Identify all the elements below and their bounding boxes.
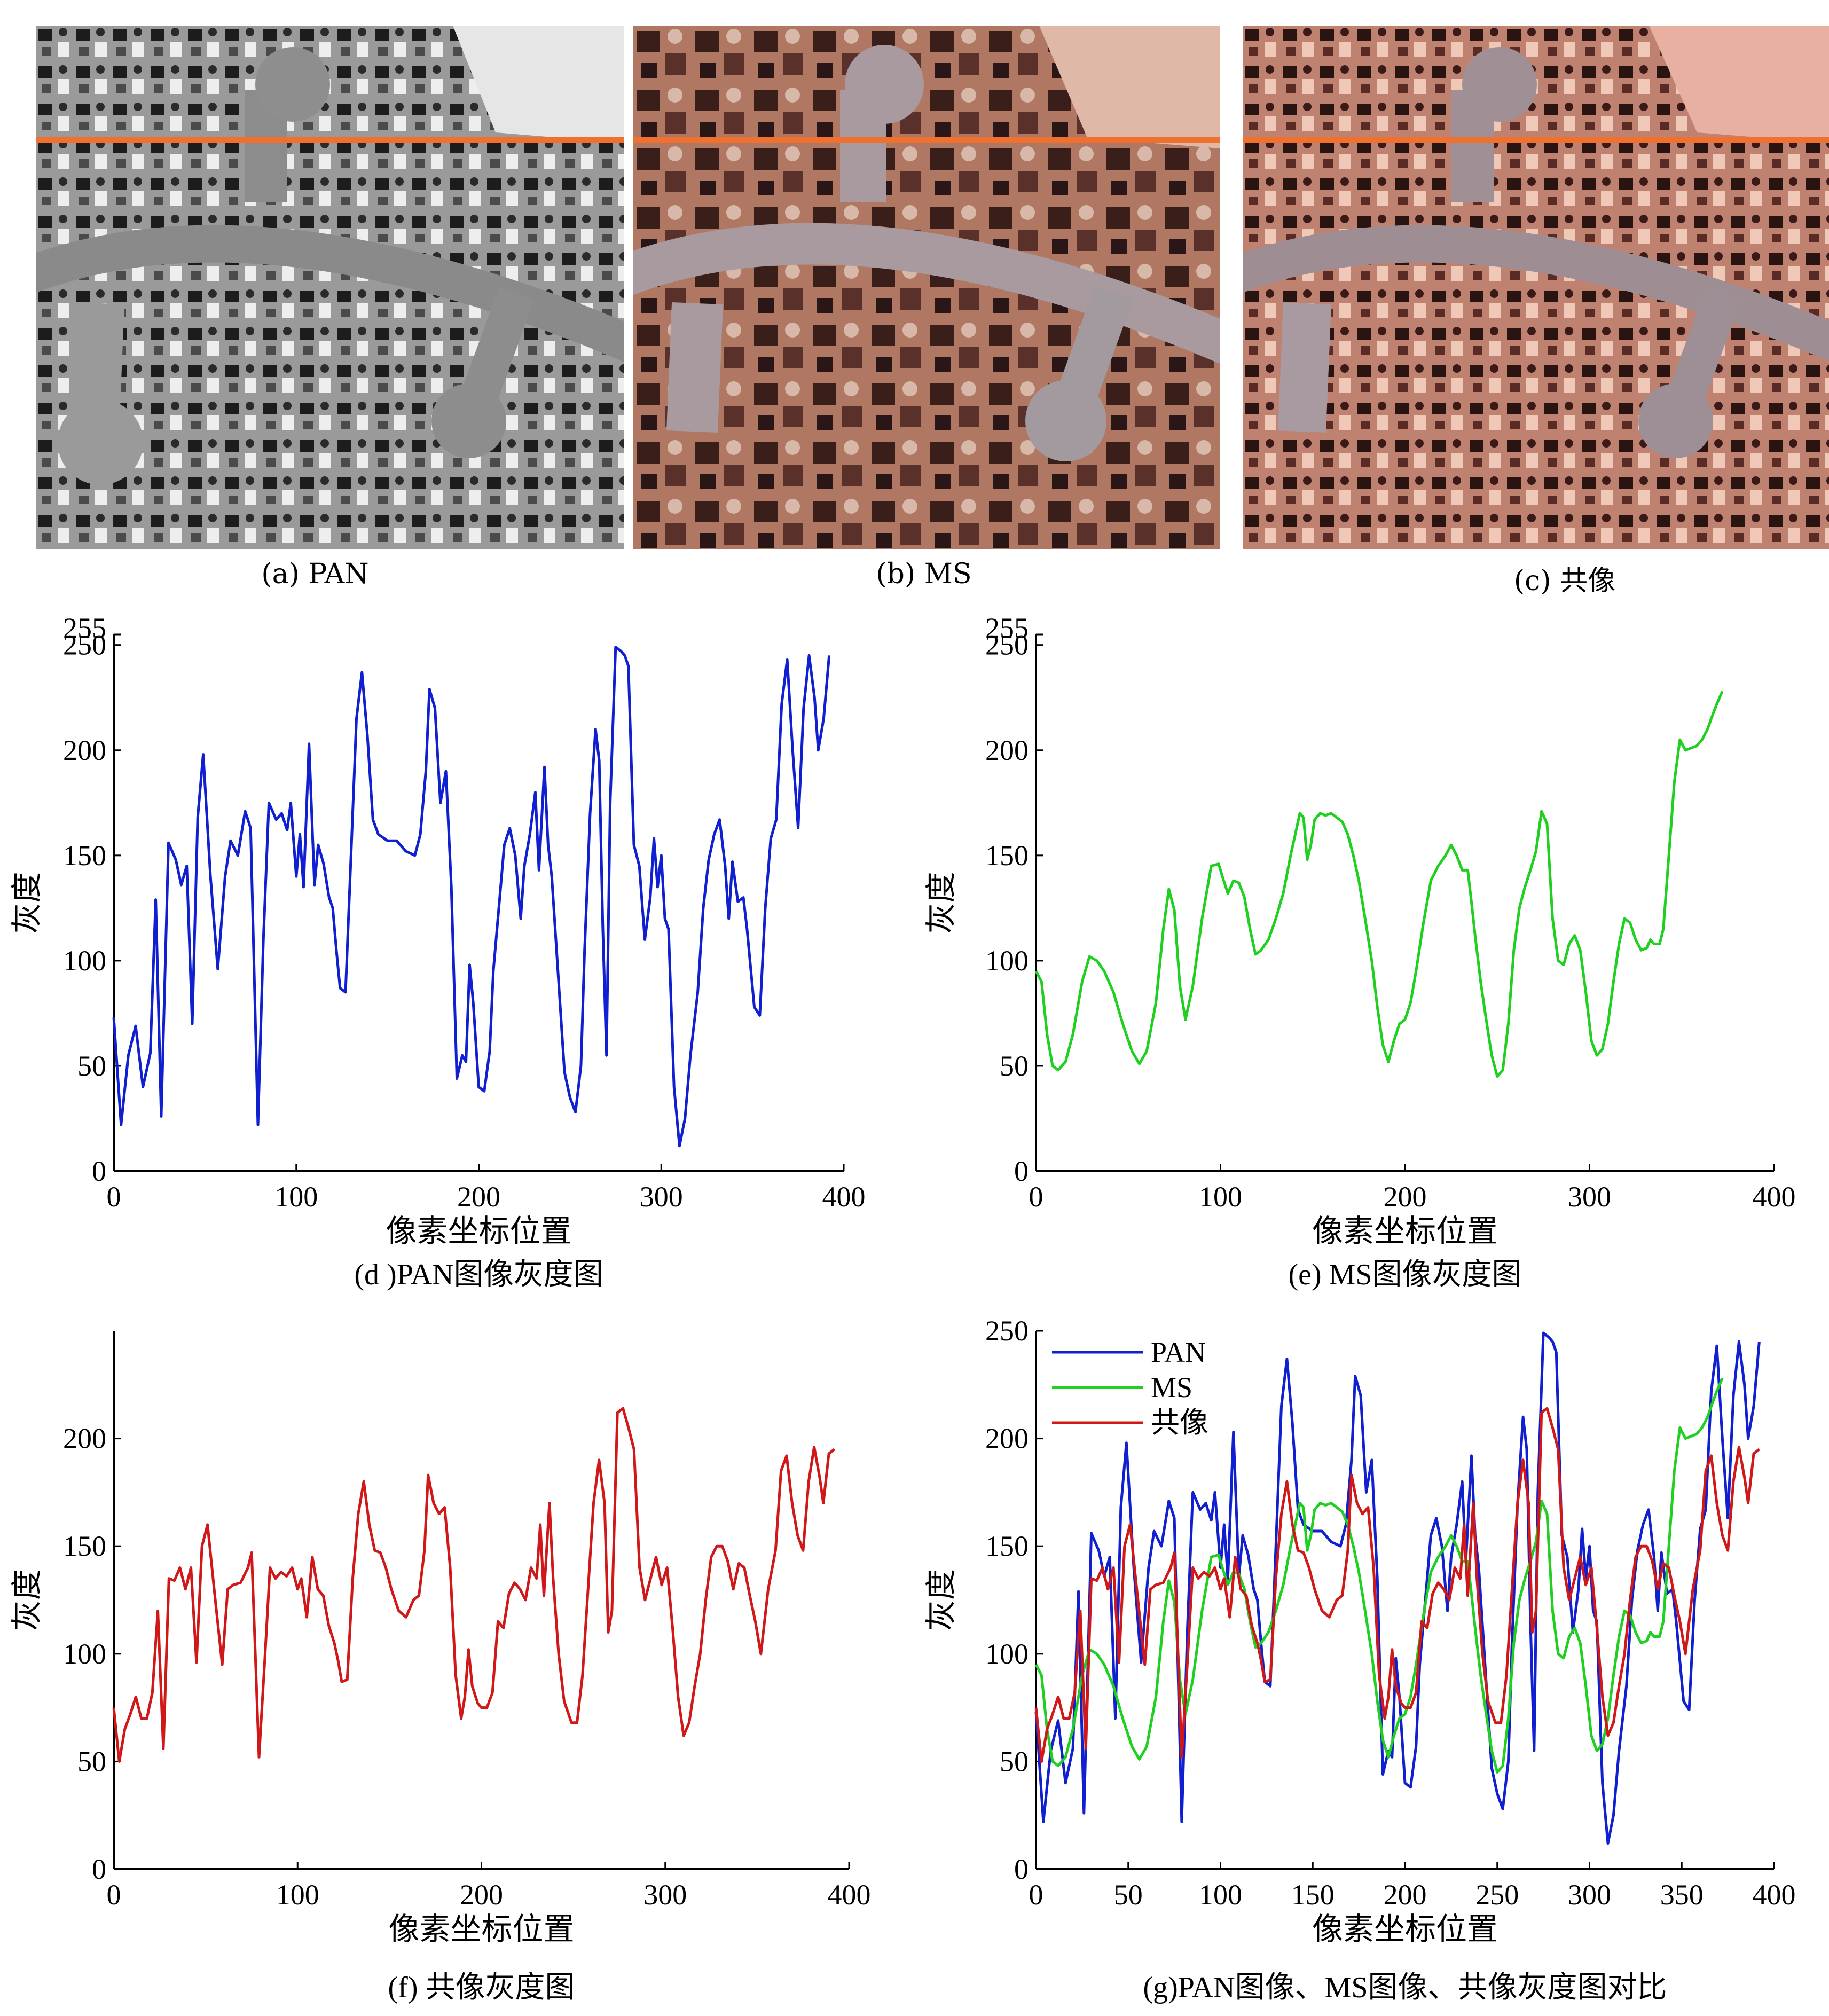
caption-c: (c) 共像 [1513, 565, 1616, 597]
y-tick-label: 0 [1014, 1853, 1029, 1885]
y-tick-label: 150 [63, 1530, 106, 1562]
ms-image [633, 26, 1220, 549]
x-tick-label: 400 [828, 1879, 871, 1911]
y-tick-label: 200 [985, 734, 1029, 766]
x-tick-label: 400 [822, 1181, 866, 1213]
pan-image [36, 26, 624, 549]
y-axis-label: 灰度 [10, 1569, 44, 1631]
fused-image [1243, 26, 1829, 549]
x-tick-label: 100 [276, 1879, 319, 1911]
series-line-fused [112, 1407, 836, 1763]
y-tick-label: 50 [1000, 1050, 1029, 1082]
y-tick-label: 250 [63, 629, 106, 661]
chart-caption: (g)PAN图像、MS图像、共像灰度图对比 [1143, 1971, 1667, 2004]
x-tick-label: 200 [1384, 1181, 1427, 1213]
chart-comparison: 0 50 100 150 200 250 300 350 400050100150200250像… [924, 1315, 1796, 2004]
x-tick-label: 300 [640, 1181, 683, 1213]
pan-profile-line [36, 137, 624, 143]
x-tick-label: 0 [107, 1181, 121, 1213]
y-tick-label: 100 [985, 1638, 1029, 1670]
x-tick-label: 300 [1568, 1879, 1611, 1911]
fused-image-panel [1243, 26, 1829, 549]
x-tick-label: 100 [274, 1181, 318, 1213]
x-tick-label: 400 [1753, 1879, 1796, 1911]
x-tick-label: 350 [1660, 1879, 1704, 1911]
x-tick-label: 0 [107, 1879, 121, 1911]
x-tick-label: 100 [1199, 1879, 1242, 1911]
x-tick-label: 300 [643, 1879, 687, 1911]
y-tick-label: 250 [985, 1315, 1029, 1347]
y-axis-label: 灰度 [10, 872, 44, 934]
y-axis-label: 灰度 [924, 872, 959, 934]
y-axis-label: 灰度 [924, 1569, 959, 1631]
series-line-ms [1034, 691, 1724, 1078]
y-tick-label: 200 [63, 1423, 106, 1455]
x-tick-label: 150 [1291, 1879, 1335, 1911]
y-tick-label: 150 [63, 840, 106, 872]
y-tick-label: 250 [985, 629, 1029, 661]
y-tick-label: 100 [63, 945, 106, 977]
chart-caption: (e) MS图像灰度图 [1288, 1258, 1521, 1291]
y-tick-label: 50 [77, 1745, 106, 1777]
chart-caption: (d )PAN图像灰度图 [354, 1258, 603, 1291]
ms-profile-line [633, 137, 1220, 143]
x-axis-label: 像素坐标位置 [388, 1912, 574, 1947]
series-line-ms [1034, 1377, 1724, 1774]
x-tick-label: 100 [1199, 1181, 1242, 1213]
chart-caption: (f) 共像灰度图 [388, 1971, 575, 2004]
y-tick-label: 50 [1000, 1745, 1029, 1777]
series-line-pan [112, 646, 831, 1148]
x-tick-label: 300 [1568, 1181, 1611, 1213]
fused-profile-line [1243, 137, 1829, 143]
x-tick-label: 50 [1114, 1879, 1143, 1911]
series-line-pan [1034, 1331, 1761, 1845]
y-tick-label: 255 [985, 612, 1029, 644]
y-tick-label: 150 [985, 1530, 1029, 1562]
pan-image-panel [36, 26, 624, 549]
y-tick-label: 200 [985, 1423, 1029, 1455]
x-tick-label: 200 [457, 1181, 500, 1213]
x-tick-label: 250 [1475, 1879, 1519, 1911]
y-tick-label: 0 [1014, 1155, 1029, 1187]
legend-label-pan: PAN [1151, 1336, 1206, 1368]
x-tick-label: 200 [460, 1879, 503, 1911]
x-tick-label: 0 [1029, 1181, 1043, 1213]
x-tick-label: 200 [1384, 1879, 1427, 1911]
x-axis-label: 像素坐标位置 [1312, 1214, 1498, 1249]
legend-label-fused: 共像 [1151, 1407, 1208, 1439]
legend-label-ms: MS [1151, 1371, 1192, 1403]
y-tick-label: 150 [985, 840, 1029, 872]
x-axis-label: 像素坐标位置 [1312, 1912, 1498, 1947]
series-line-fused [1034, 1407, 1760, 1763]
y-tick-label: 100 [985, 945, 1029, 977]
y-tick-label: 200 [63, 734, 106, 766]
x-tick-label: 0 [1029, 1879, 1043, 1911]
y-tick-label: 255 [63, 612, 106, 644]
y-tick-label: 0 [92, 1853, 106, 1885]
ms-image-panel [633, 26, 1220, 549]
x-axis-label: 像素坐标位置 [386, 1214, 571, 1249]
y-tick-label: 50 [77, 1050, 106, 1082]
y-tick-label: 100 [63, 1638, 106, 1670]
caption-b: (b) MS [876, 558, 972, 590]
caption-a: (a) PAN [261, 558, 369, 590]
x-tick-label: 400 [1753, 1181, 1796, 1213]
y-tick-label: 0 [92, 1155, 106, 1187]
